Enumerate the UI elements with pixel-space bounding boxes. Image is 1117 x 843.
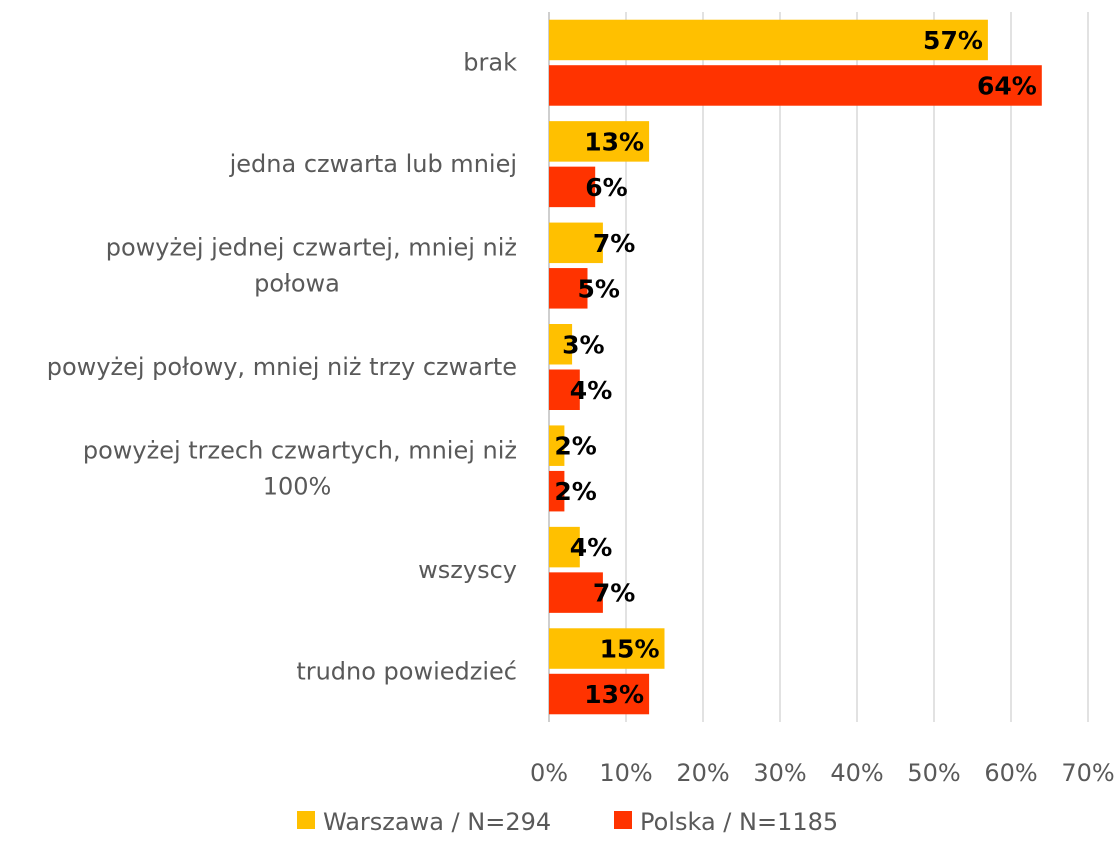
category-label: wszyscy xyxy=(418,556,517,584)
category-label-line: jedna czwarta lub mniej xyxy=(229,150,517,178)
data-label: 57% xyxy=(923,26,983,55)
category-label: powyżej trzech czwartych, mniej niż 100% xyxy=(83,436,517,500)
data-label: 2% xyxy=(554,477,596,506)
bar xyxy=(549,369,580,410)
category-label: jedna czwarta lub mniej xyxy=(229,150,517,178)
data-label: 7% xyxy=(593,229,635,258)
bar xyxy=(549,268,588,309)
category-label-line: powyżej jednej czwartej, mniej niż xyxy=(106,234,517,262)
x-tick-label: 70% xyxy=(1061,759,1114,787)
bar xyxy=(549,19,988,61)
data-label: 4% xyxy=(570,533,612,562)
data-labels: 57% 64% 13% 6% 7% 5% 3% 4% 2% 2% 4% 7% 15% 13% xyxy=(554,26,1036,709)
data-label: 13% xyxy=(584,127,644,156)
category-label-line: powyżej trzech czwartych, mniej niż xyxy=(83,436,517,464)
gridlines xyxy=(548,12,1089,722)
data-label: 2% xyxy=(554,432,596,461)
data-label: 4% xyxy=(570,376,612,405)
category-label: brak xyxy=(463,49,517,77)
bar xyxy=(549,628,665,669)
category-label: trudno powiedzieć xyxy=(296,657,517,685)
data-label: 5% xyxy=(578,274,620,303)
category-label: powyżej połowy, mniej niż trzy czwarte xyxy=(47,353,517,381)
legend-swatch xyxy=(614,811,632,829)
category-labels: brak jedna czwarta lub mniej powyżej jedne… xyxy=(47,49,517,686)
data-label: 3% xyxy=(562,330,604,359)
x-tick-label: 30% xyxy=(753,759,806,787)
legend-swatch xyxy=(297,811,315,829)
x-tick-label: 0% xyxy=(530,759,568,787)
data-label: 6% xyxy=(585,173,627,202)
category-label: powyżej jednej czwartej, mniej niż połowa xyxy=(106,234,517,298)
category-label-line: wszyscy xyxy=(418,556,517,584)
x-tick-label: 40% xyxy=(830,759,883,787)
legend-label: Warszawa / N=294 xyxy=(323,808,551,836)
bar xyxy=(549,166,596,208)
bar xyxy=(549,222,603,264)
x-tick-label: 10% xyxy=(599,759,652,787)
bars xyxy=(549,19,1042,715)
category-label-line: brak xyxy=(463,49,517,77)
category-label-line: trudno powiedzieć xyxy=(296,657,517,685)
bar xyxy=(549,324,573,365)
x-tick-label: 50% xyxy=(907,759,960,787)
bar xyxy=(549,425,565,466)
x-axis-tick-labels: 0% 10% 20% 30% 40% 50% 60% 70% xyxy=(530,759,1115,787)
category-label-line: 100% xyxy=(263,472,332,500)
bar xyxy=(549,572,603,613)
x-tick-label: 60% xyxy=(984,759,1037,787)
legend: Warszawa / N=294 Polska / N=1185 xyxy=(297,808,838,836)
bar xyxy=(549,65,1042,106)
bar xyxy=(549,526,580,568)
bar xyxy=(549,470,565,512)
bar xyxy=(549,121,650,162)
data-label: 15% xyxy=(600,635,660,664)
data-label: 13% xyxy=(584,680,644,709)
data-label: 7% xyxy=(593,579,635,608)
category-label-line: połowa xyxy=(254,270,340,298)
category-label-line: powyżej połowy, mniej niż trzy czwarte xyxy=(47,353,517,381)
legend-label: Polska / N=1185 xyxy=(640,808,838,836)
data-label: 64% xyxy=(977,71,1037,100)
x-tick-label: 20% xyxy=(676,759,729,787)
bar xyxy=(549,673,650,715)
